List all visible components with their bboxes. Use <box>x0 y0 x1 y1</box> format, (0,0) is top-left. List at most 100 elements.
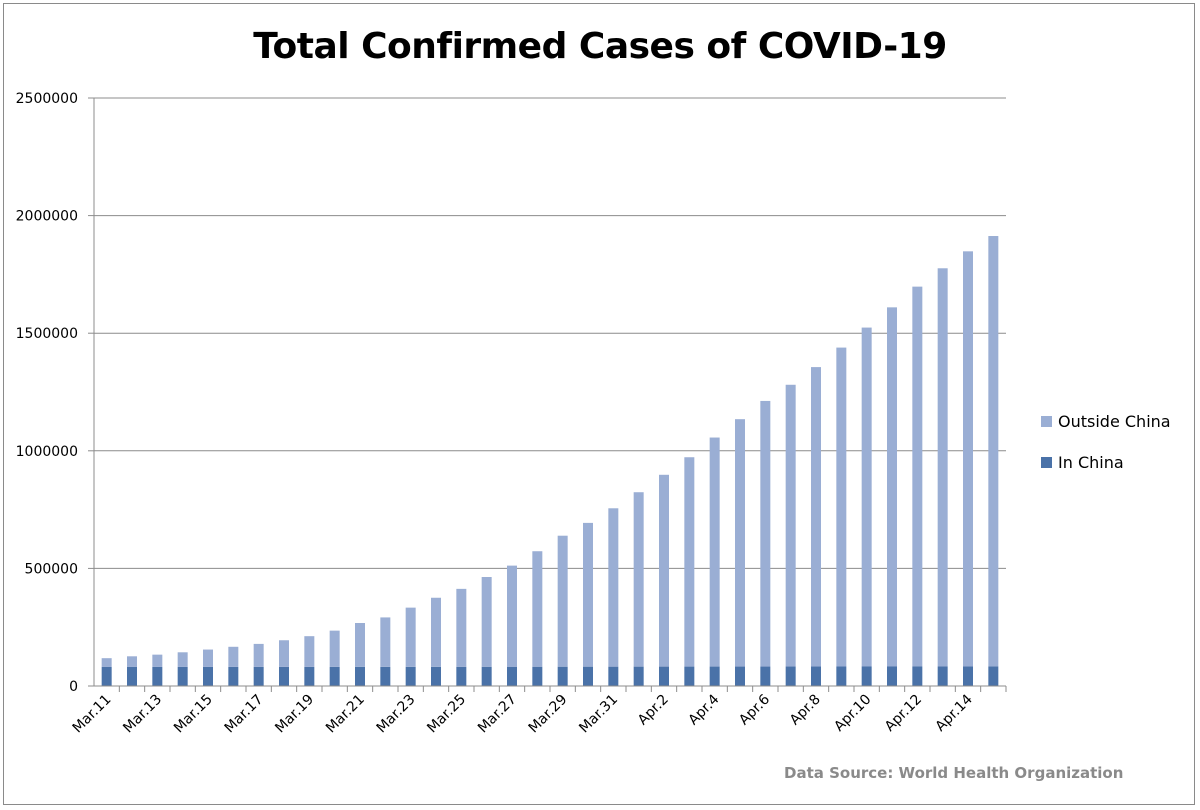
bar-outside-china <box>228 646 239 667</box>
bar-outside-china <box>101 658 112 667</box>
bar-outside-china <box>937 268 948 667</box>
bar-outside-china <box>431 597 441 667</box>
bar-outside-china <box>861 327 872 667</box>
bar-in-china <box>557 666 568 686</box>
bar-outside-china <box>253 643 264 667</box>
bar-outside-china <box>481 577 492 667</box>
bar-outside-china <box>456 588 467 667</box>
legend-swatch-outside-china <box>1041 415 1052 427</box>
x-tick-label: Apr.10 <box>831 692 874 735</box>
legend-swatch-in-china <box>1041 456 1052 468</box>
bar-outside-china <box>608 508 619 667</box>
bar-in-china <box>380 666 391 686</box>
x-tick-label: Mar.19 <box>272 692 317 737</box>
bar-outside-china <box>532 551 543 667</box>
x-tick-label: Mar.17 <box>222 692 267 737</box>
bar-in-china <box>203 666 213 686</box>
data-source-note: Data Source: World Health Organization <box>784 764 1124 782</box>
bar-in-china <box>329 666 340 686</box>
x-tick-label: Apr.2 <box>635 692 672 729</box>
bar-outside-china <box>583 522 593 667</box>
bar-in-china <box>355 666 365 686</box>
bar-in-china <box>304 666 315 686</box>
y-tick-label: 2500000 <box>16 91 78 107</box>
bar-outside-china <box>988 236 999 667</box>
bar-in-china <box>836 666 847 686</box>
bar-in-china <box>101 666 112 686</box>
bar-outside-china <box>633 492 644 667</box>
bar-outside-china <box>177 652 188 667</box>
bar-in-china <box>659 666 669 686</box>
bar-in-china <box>887 666 897 686</box>
y-tick-label: 1000000 <box>16 444 78 460</box>
bar-in-china <box>937 666 948 686</box>
bar-in-china <box>785 666 796 686</box>
x-tick-label: Mar.15 <box>171 692 216 737</box>
bar-in-china <box>127 666 137 686</box>
bar-outside-china <box>355 623 365 667</box>
bar-in-china <box>735 666 745 686</box>
bar-outside-china <box>887 307 897 667</box>
bar-in-china <box>760 666 771 686</box>
x-tick-label: Apr.14 <box>933 691 976 734</box>
x-tick-label: Mar.23 <box>374 692 419 737</box>
bar-outside-china <box>127 656 137 667</box>
bar-outside-china <box>380 617 391 667</box>
bar-outside-china <box>507 565 517 667</box>
x-tick-label: Apr.4 <box>686 691 723 728</box>
legend-item-in-china: In China <box>1041 452 1171 472</box>
bar-outside-china <box>709 437 720 667</box>
legend-label-in-china: In China <box>1058 452 1124 472</box>
x-tick-label: Mar.31 <box>576 692 621 737</box>
bar-in-china <box>963 666 973 686</box>
bar-outside-china <box>963 251 973 667</box>
bar-in-china <box>811 666 821 686</box>
chart-title: Total Confirmed Cases of COVID-19 <box>253 26 947 67</box>
y-tick-label: 0 <box>69 679 78 695</box>
bar-in-china <box>228 666 239 686</box>
bar-in-china <box>431 666 441 686</box>
chart-legend: Outside China In China <box>1041 411 1171 493</box>
bar-in-china <box>481 666 492 686</box>
bar-outside-china <box>811 367 821 667</box>
bar-outside-china <box>329 630 340 667</box>
bar-in-china <box>152 666 163 686</box>
x-tick-label: Apr.6 <box>736 691 773 728</box>
x-tick-label: Mar.21 <box>323 692 368 737</box>
y-tick-label: 1500000 <box>16 326 78 342</box>
bar-in-china <box>279 666 289 686</box>
bar-in-china <box>633 666 644 686</box>
bar-outside-china <box>836 347 847 667</box>
y-tick-label: 2000000 <box>16 209 78 225</box>
bar-outside-china <box>785 384 796 667</box>
bar-outside-china <box>659 474 669 667</box>
bar-outside-china <box>557 535 568 667</box>
bar-outside-china <box>735 419 745 667</box>
x-tick-label: Mar.11 <box>70 692 115 737</box>
bar-outside-china <box>405 607 416 667</box>
bar-outside-china <box>203 649 213 667</box>
bar-outside-china <box>152 654 163 667</box>
y-tick-label: 500000 <box>25 561 78 577</box>
bar-in-china <box>583 666 593 686</box>
bar-in-china <box>988 666 999 686</box>
bar-in-china <box>507 666 517 686</box>
x-tick-label: Mar.25 <box>424 692 469 737</box>
legend-item-outside-china: Outside China <box>1041 411 1171 431</box>
bar-in-china <box>177 666 188 686</box>
bar-in-china <box>709 666 720 686</box>
bar-in-china <box>861 666 872 686</box>
legend-label-outside-china: Outside China <box>1058 411 1171 431</box>
x-tick-label: Apr.12 <box>882 692 925 735</box>
bar-in-china <box>684 666 695 686</box>
bar-in-china <box>253 666 264 686</box>
x-tick-label: Mar.13 <box>120 692 165 737</box>
bar-in-china <box>405 666 416 686</box>
x-tick-label: Apr.8 <box>787 692 824 729</box>
bar-in-china <box>912 666 923 686</box>
bar-outside-china <box>279 640 289 667</box>
bar-outside-china <box>760 400 771 667</box>
bar-outside-china <box>912 286 923 667</box>
x-tick-label: Mar.29 <box>526 692 571 737</box>
